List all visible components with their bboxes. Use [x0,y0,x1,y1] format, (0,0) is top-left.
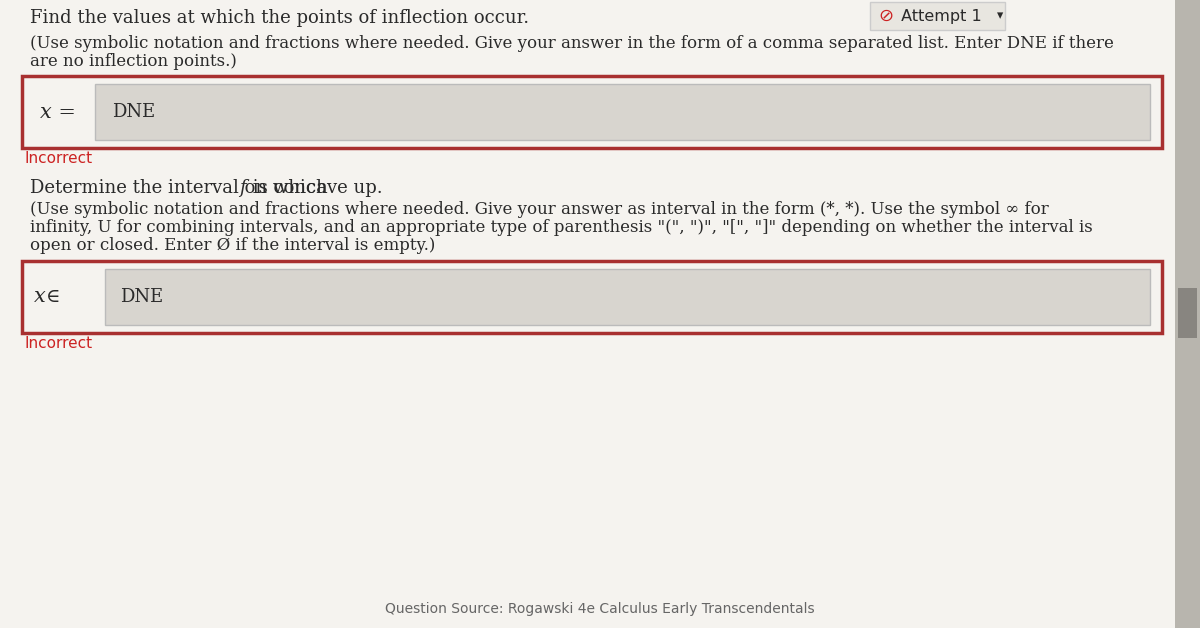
Text: Question Source: Rogawski 4e Calculus Early Transcendentals: Question Source: Rogawski 4e Calculus Ea… [385,602,815,616]
Text: ⊘: ⊘ [878,7,893,25]
Text: open or closed. Enter Ø if the interval is empty.): open or closed. Enter Ø if the interval … [30,237,436,254]
Text: Determine the interval on which: Determine the interval on which [30,179,334,197]
Text: Incorrect: Incorrect [24,336,92,351]
FancyBboxPatch shape [95,84,1150,140]
Text: Attempt 1: Attempt 1 [896,9,982,23]
Text: are no inflection points.): are no inflection points.) [30,53,236,70]
FancyBboxPatch shape [22,261,1162,333]
FancyBboxPatch shape [22,76,1162,148]
Text: infinity, U for combining intervals, and an appropriate type of parenthesis "(",: infinity, U for combining intervals, and… [30,220,1093,237]
Text: is concave up.: is concave up. [247,179,383,197]
FancyBboxPatch shape [1175,0,1200,628]
Text: DNE: DNE [120,288,163,306]
Text: (Use symbolic notation and fractions where needed. Give your answer in the form : (Use symbolic notation and fractions whe… [30,35,1114,51]
Text: Incorrect: Incorrect [24,151,92,166]
Text: x =: x = [40,102,76,121]
Text: x: x [34,288,46,306]
Text: ∈: ∈ [46,288,60,306]
FancyBboxPatch shape [106,269,1150,325]
Text: DNE: DNE [112,103,155,121]
Text: Find the values at which the points of inflection occur.: Find the values at which the points of i… [30,9,529,27]
Text: f: f [240,179,246,197]
FancyBboxPatch shape [1178,288,1198,338]
FancyBboxPatch shape [870,2,1006,30]
FancyBboxPatch shape [0,0,1175,628]
Text: ▾: ▾ [997,9,1003,23]
Text: (Use symbolic notation and fractions where needed. Give your answer as interval : (Use symbolic notation and fractions whe… [30,202,1049,219]
